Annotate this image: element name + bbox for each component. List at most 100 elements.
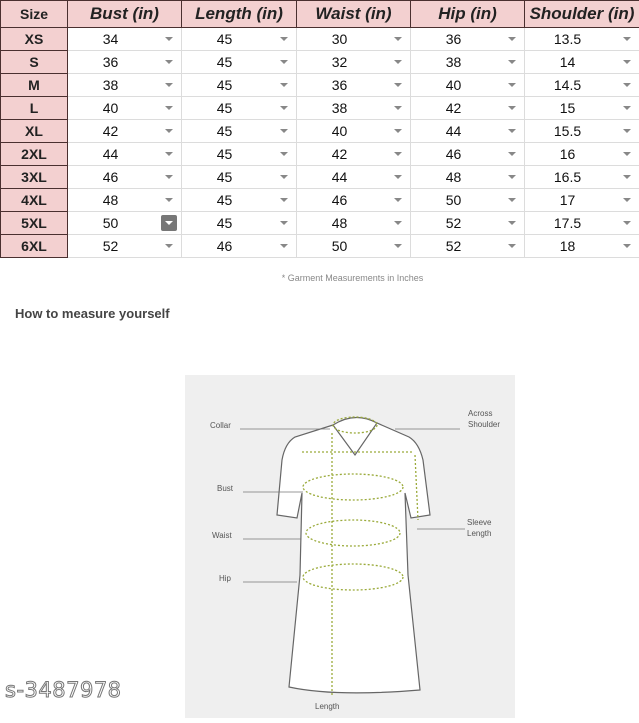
cell-value: 16 [525,146,610,162]
size-cell: XS [1,28,68,51]
measurement-cell: 46 [68,166,182,189]
dropdown-arrow-icon[interactable] [165,106,173,110]
cell-value: 42 [411,100,496,116]
dropdown-arrow-icon[interactable] [280,175,288,179]
cell-value: 45 [182,123,267,139]
cell-value: 52 [68,238,153,254]
dropdown-arrow-icon[interactable] [623,60,631,64]
measurement-cell: 16 [525,143,639,166]
dropdown-arrow-icon[interactable] [508,198,516,202]
measurement-cell: 45 [182,189,297,212]
dropdown-arrow-icon[interactable] [280,129,288,133]
dropdown-arrow-icon[interactable] [623,83,631,87]
cell-value: 45 [182,31,267,47]
cell-value: 36 [411,31,496,47]
measurement-cell: 38 [68,74,182,97]
dropdown-arrow-icon[interactable] [280,152,288,156]
garment-illustration [185,375,515,718]
measurement-cell: 38 [297,97,411,120]
dropdown-arrow-icon[interactable] [508,175,516,179]
dropdown-arrow-icon[interactable] [623,152,631,156]
dropdown-arrow-icon[interactable] [165,37,173,41]
cell-value: 14 [525,54,610,70]
dropdown-arrow-icon[interactable] [280,60,288,64]
dropdown-arrow-icon[interactable] [508,60,516,64]
cell-value: 36 [68,54,153,70]
dropdown-arrow-icon[interactable] [280,37,288,41]
cell-value: 46 [297,192,382,208]
dropdown-arrow-icon[interactable] [165,198,173,202]
dropdown-arrow-icon[interactable] [623,129,631,133]
dropdown-arrow-icon[interactable] [623,175,631,179]
cell-value: 45 [182,77,267,93]
dropdown-arrow-icon[interactable] [161,215,177,231]
cell-value: 38 [68,77,153,93]
measurement-cell: 45 [182,97,297,120]
dropdown-arrow-icon[interactable] [394,129,402,133]
dropdown-arrow-icon[interactable] [165,83,173,87]
dropdown-arrow-icon[interactable] [165,152,173,156]
size-cell: 4XL [1,189,68,212]
measurement-cell: 44 [297,166,411,189]
dropdown-arrow-icon[interactable] [394,106,402,110]
hip-label: Hip [219,573,231,584]
measurement-cell: 36 [411,28,525,51]
column-header: Waist (in) [297,1,411,28]
dropdown-arrow-icon[interactable] [623,198,631,202]
dropdown-arrow-icon[interactable] [165,244,173,248]
measurement-note: * Garment Measurements in Inches [0,273,639,283]
cell-value: 50 [68,215,153,231]
dropdown-arrow-icon[interactable] [280,83,288,87]
cell-value: 50 [297,238,382,254]
dropdown-arrow-icon[interactable] [165,129,173,133]
measurement-cell: 52 [411,235,525,258]
cell-value: 50 [411,192,496,208]
dropdown-arrow-icon[interactable] [280,106,288,110]
measurement-cell: 45 [182,51,297,74]
dropdown-arrow-icon[interactable] [394,60,402,64]
cell-value: 48 [297,215,382,231]
dropdown-arrow-icon[interactable] [394,37,402,41]
dropdown-arrow-icon[interactable] [508,83,516,87]
dropdown-arrow-icon[interactable] [165,60,173,64]
dropdown-arrow-icon[interactable] [508,129,516,133]
cell-value: 45 [182,100,267,116]
measurement-cell: 34 [68,28,182,51]
cell-value: 38 [411,54,496,70]
size-cell: XL [1,120,68,143]
dropdown-arrow-icon[interactable] [508,37,516,41]
dropdown-arrow-icon[interactable] [394,175,402,179]
cell-value: 14.5 [525,77,610,93]
dropdown-arrow-icon[interactable] [508,221,516,225]
dropdown-arrow-icon[interactable] [508,152,516,156]
dropdown-arrow-icon[interactable] [394,152,402,156]
size-cell: 3XL [1,166,68,189]
dropdown-arrow-icon[interactable] [508,106,516,110]
dropdown-arrow-icon[interactable] [394,221,402,225]
cell-value: 45 [182,54,267,70]
cell-value: 45 [182,169,267,185]
dropdown-arrow-icon[interactable] [280,244,288,248]
sleeve-length-label: Sleeve Length [467,517,507,539]
cell-value: 46 [411,146,496,162]
dropdown-arrow-icon[interactable] [280,221,288,225]
dropdown-arrow-icon[interactable] [508,244,516,248]
cell-value: 17 [525,192,610,208]
dropdown-arrow-icon[interactable] [623,106,631,110]
measurement-cell: 50 [68,212,182,235]
measurement-cell: 45 [182,212,297,235]
dropdown-arrow-icon[interactable] [394,244,402,248]
dropdown-arrow-icon[interactable] [623,221,631,225]
watermark: s-3487978 [5,678,122,702]
dropdown-arrow-icon[interactable] [280,198,288,202]
dropdown-arrow-icon[interactable] [394,83,402,87]
cell-value: 46 [182,238,267,254]
dropdown-arrow-icon[interactable] [623,37,631,41]
dropdown-arrow-icon[interactable] [623,244,631,248]
dropdown-arrow-icon[interactable] [165,175,173,179]
dropdown-arrow-icon[interactable] [394,198,402,202]
